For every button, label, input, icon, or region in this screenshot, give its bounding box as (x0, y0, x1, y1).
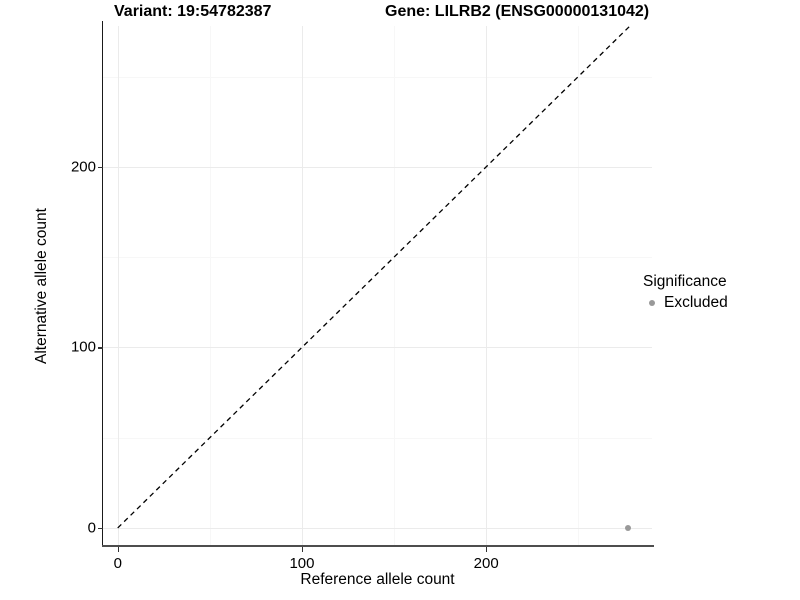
x-tick-mark (117, 547, 119, 552)
gridline-h-minor (103, 76, 652, 78)
data-point (625, 524, 632, 531)
y-axis-label: Alternative allele count (33, 208, 50, 364)
gridline-h-major (103, 347, 652, 349)
gridline-v-minor (209, 26, 211, 546)
y-tick-label: 100 (70, 338, 96, 356)
chart-title-bar: Variant: 19:54782387 Gene: LILRB2 (ENSG0… (0, 0, 800, 26)
y-axis-line (102, 21, 104, 546)
gene-title: Gene: LILRB2 (ENSG00000131042) (385, 3, 650, 20)
legend: Significance Excluded (643, 272, 793, 313)
legend-item-label: Excluded (664, 294, 728, 311)
gridline-h-major (103, 527, 652, 529)
gridline-v-major (117, 26, 119, 546)
gridline-h-minor (103, 437, 652, 439)
y-tick-mark (98, 166, 103, 169)
plot-area (102, 21, 654, 547)
legend-title: Significance (643, 273, 727, 290)
legend-items: Excluded (643, 293, 793, 313)
gridline-h-minor (103, 257, 652, 259)
x-tick-label: 200 (473, 555, 499, 572)
y-tick-mark (98, 347, 103, 349)
gridline-h-major (103, 166, 652, 168)
variant-title: Variant: 19:54782387 (114, 3, 272, 20)
gridline-v-major (301, 26, 303, 546)
legend-key (643, 294, 661, 312)
x-axis-label: Reference allele count (300, 571, 455, 588)
gridline-v-minor (394, 26, 396, 546)
y-tick-label: 200 (70, 158, 96, 176)
x-tick-label: 0 (113, 555, 122, 572)
legend-item[interactable]: Excluded (643, 293, 793, 313)
x-tick-mark (486, 547, 488, 552)
x-axis-line (102, 545, 654, 547)
x-tick-mark (301, 547, 304, 552)
plot-background (103, 26, 652, 546)
gridline-v-minor (578, 26, 580, 546)
y-tick-mark (98, 527, 103, 530)
y-tick-label: 0 (87, 519, 96, 537)
legend-dot-icon (649, 300, 655, 306)
x-tick-label: 100 (289, 555, 315, 572)
gridline-v-major (486, 26, 488, 546)
